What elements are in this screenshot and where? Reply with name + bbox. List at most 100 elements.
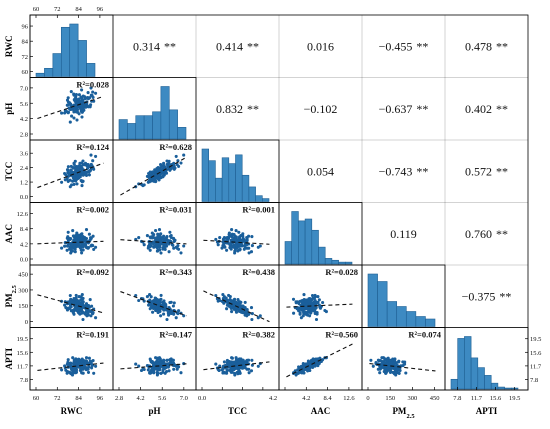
- scatter-point: [91, 234, 95, 238]
- scatter-point: [91, 159, 95, 163]
- scatter-point: [159, 163, 163, 167]
- scatter-point: [155, 365, 159, 370]
- scatter-point: [87, 170, 91, 174]
- scatter-point: [153, 177, 157, 181]
- scatter-point: [247, 358, 251, 362]
- trend-line: [37, 95, 104, 120]
- y-tick-label: 60: [22, 69, 29, 76]
- scatter-point: [395, 367, 399, 371]
- scatter-point: [87, 356, 91, 360]
- scatter-point: [316, 295, 320, 299]
- r-squared-label: R²=0.438: [242, 267, 275, 277]
- scatter-point: [233, 301, 237, 305]
- scatter-point: [81, 310, 85, 314]
- histogram-bar: [215, 177, 223, 202]
- scatter-point: [174, 364, 178, 368]
- scatter-point: [86, 97, 90, 101]
- scatter-point: [250, 312, 254, 316]
- x-tick-label: 0: [366, 395, 369, 402]
- histogram-bar: [377, 281, 388, 327]
- scatter-point: [92, 247, 96, 251]
- scatter-point: [234, 243, 238, 248]
- scatter-point: [380, 356, 384, 360]
- scatter-point: [66, 235, 70, 239]
- scatter-point: [165, 358, 169, 362]
- correlation-value: 0.016: [307, 39, 334, 53]
- scatter-point: [243, 313, 247, 317]
- y-axis-label: APTI: [4, 348, 14, 370]
- scatter-point: [313, 293, 317, 297]
- x-tick-label: 0.0: [198, 395, 206, 402]
- scatter-point: [66, 170, 70, 175]
- scatter-point: [65, 248, 69, 252]
- scatter-point: [72, 246, 76, 250]
- scatter-point: [162, 246, 166, 250]
- histogram-bar: [464, 336, 472, 390]
- histogram-bar: [241, 174, 250, 202]
- scatter-point: [305, 362, 309, 366]
- cell-AAC-APTI: 0.760 **: [465, 227, 508, 241]
- scatter-point: [84, 105, 88, 109]
- scatter-point: [148, 248, 152, 252]
- scatter-point: [394, 373, 398, 377]
- scatter-point: [74, 306, 78, 311]
- scatter-point: [84, 356, 89, 360]
- scatter-point: [234, 240, 238, 244]
- scatter-point: [66, 96, 70, 100]
- scatter-point: [74, 177, 78, 181]
- scatter-point: [77, 164, 81, 168]
- cell-RWC-TCC: 0.414 **: [216, 39, 259, 53]
- scatter-point: [87, 173, 91, 177]
- cell-APTI-PM: R²=0.074: [369, 330, 442, 377]
- scatter-point: [300, 300, 304, 304]
- cell-PM-AAC: R²=0.028: [286, 267, 358, 322]
- y-tick-label: 84: [22, 39, 29, 46]
- scatter-point: [176, 312, 180, 316]
- outer-frame: [29, 14, 529, 391]
- scatter-point: [298, 312, 302, 316]
- histogram-bar: [504, 387, 512, 390]
- scatter-point: [65, 98, 70, 102]
- scatter-point: [81, 296, 85, 300]
- histogram-bar: [331, 259, 339, 265]
- scatter-point: [324, 310, 328, 314]
- scatter-point: [392, 361, 396, 366]
- scatter-point: [73, 358, 78, 362]
- scatter-point: [139, 368, 144, 373]
- cell-RWC-pH: 0.314 **: [133, 39, 176, 53]
- scatter-point: [158, 168, 162, 172]
- scatter-point: [94, 364, 98, 368]
- histogram-bar: [490, 382, 499, 390]
- scatter-point: [89, 314, 93, 318]
- scatter-point: [66, 358, 70, 362]
- top-tick-label: 96: [97, 6, 104, 13]
- scatter-point: [66, 230, 70, 234]
- histogram-bar: [477, 367, 485, 390]
- scatter-point: [172, 246, 176, 250]
- scatter-point: [294, 300, 298, 304]
- histogram-bar: [152, 111, 162, 140]
- scatter-point: [174, 316, 178, 320]
- scatter-point: [66, 111, 70, 115]
- scatter-point: [315, 361, 320, 366]
- x-tick-label: 450: [430, 395, 440, 402]
- cell-AAC-AAC: [284, 211, 353, 265]
- scatter-point: [74, 296, 78, 300]
- scatter-point: [237, 309, 241, 313]
- scatter-point: [80, 293, 84, 297]
- scatter-point: [71, 234, 75, 238]
- scatter-point: [250, 317, 254, 322]
- scatter-point: [214, 293, 218, 298]
- scatter-point: [218, 236, 222, 240]
- trend-line: [286, 343, 353, 378]
- histogram-bar: [208, 160, 216, 202]
- scatter-point: [234, 310, 239, 314]
- scatter-point: [148, 357, 152, 361]
- scatter-point: [162, 161, 166, 165]
- scatter-point: [302, 365, 306, 370]
- scatter-point: [77, 311, 81, 315]
- y-axis-label: RWC: [4, 35, 14, 57]
- scatter-point: [313, 309, 317, 313]
- scatter-point: [84, 228, 89, 232]
